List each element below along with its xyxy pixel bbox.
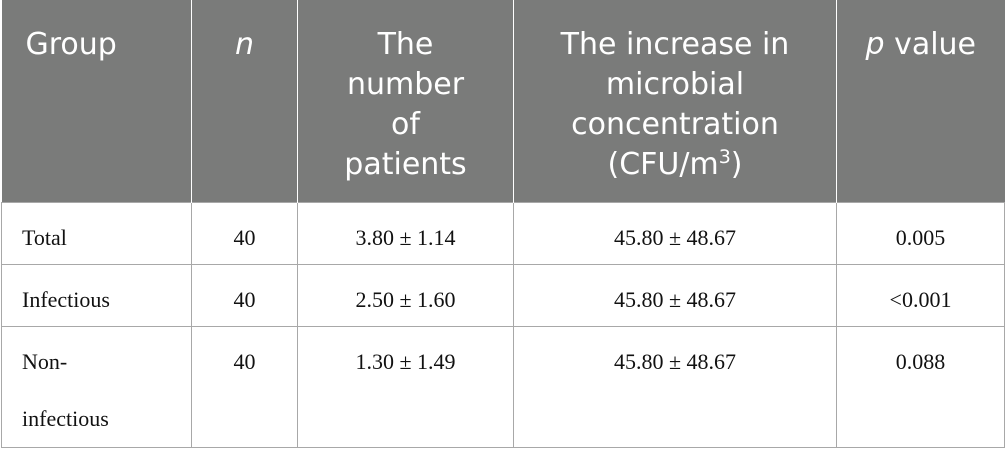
header-increase-line: (CFU/m3) bbox=[514, 145, 836, 185]
cell-n: 40 bbox=[191, 201, 298, 265]
cell-n-text: 40 bbox=[233, 286, 256, 312]
header-unit-base: (CFU/m bbox=[607, 147, 719, 182]
header-patients-line: of bbox=[391, 107, 420, 142]
cell-patients-text: 1.30 ± 1.49 bbox=[355, 348, 456, 374]
cell-increase: 45.80 ± 48.67 bbox=[513, 263, 837, 327]
header-p-rest: value bbox=[884, 27, 977, 62]
header-group-label: Group bbox=[25, 27, 117, 62]
cell-p: <0.001 bbox=[836, 263, 1005, 327]
header-group: Group bbox=[1, 0, 192, 202]
header-patients-line: The bbox=[377, 27, 434, 62]
cell-patients: 2.50 ± 1.60 bbox=[297, 263, 514, 327]
table-row: Non-infectious 40 1.30 ± 1.49 45.80 ± 48… bbox=[1, 325, 1005, 448]
header-patients: The number of patients bbox=[297, 0, 514, 202]
table-header: Group n The number of patients The incre… bbox=[1, 0, 1005, 202]
header-increase-label: The increase in microbial concentration … bbox=[514, 0, 836, 185]
header-p-value-label: p value bbox=[837, 0, 1005, 65]
cell-patients-text: 3.80 ± 1.14 bbox=[355, 224, 456, 250]
cell-group-text: Total bbox=[22, 224, 67, 250]
cell-increase-text: 45.80 ± 48.67 bbox=[613, 224, 737, 250]
header-n-label: n bbox=[234, 27, 254, 62]
cell-group: Non-infectious bbox=[1, 325, 192, 448]
cell-patients-text: 2.50 ± 1.60 bbox=[355, 286, 456, 312]
cell-group-line: Non- bbox=[22, 348, 68, 374]
header-increase-line: microbial bbox=[605, 67, 745, 102]
cell-group-line: infectious bbox=[22, 405, 109, 431]
cell-n-text: 40 bbox=[233, 348, 256, 374]
cell-group: Total bbox=[1, 201, 192, 265]
cell-increase-text: 45.80 ± 48.67 bbox=[613, 348, 737, 374]
cell-increase: 45.80 ± 48.67 bbox=[513, 325, 837, 448]
cell-n: 40 bbox=[191, 325, 298, 448]
table-body: Total 40 3.80 ± 1.14 45.80 ± 48.67 0.005… bbox=[1, 201, 1005, 448]
cell-patients: 3.80 ± 1.14 bbox=[297, 201, 514, 265]
header-p-italic: p bbox=[865, 27, 885, 62]
cell-increase-text: 45.80 ± 48.67 bbox=[613, 286, 737, 312]
header-patients-line: number bbox=[346, 67, 465, 102]
cell-p: 0.088 bbox=[836, 325, 1005, 448]
cell-p: 0.005 bbox=[836, 201, 1005, 265]
cell-n-text: 40 bbox=[233, 224, 256, 250]
cell-group: Infectious bbox=[1, 263, 192, 327]
header-row: Group n The number of patients The incre… bbox=[1, 0, 1005, 202]
header-patients-line: patients bbox=[344, 147, 467, 182]
header-increase-line: The increase in bbox=[560, 27, 790, 62]
cell-p-text: 0.088 bbox=[895, 348, 946, 374]
header-p-value: p value bbox=[836, 0, 1005, 202]
cell-p-text: 0.005 bbox=[895, 224, 946, 250]
cell-p-text: <0.001 bbox=[889, 286, 952, 312]
header-increase-line: concentration bbox=[571, 107, 779, 142]
table-row: Infectious 40 2.50 ± 1.60 45.80 ± 48.67 … bbox=[1, 263, 1005, 327]
header-unit-close: ) bbox=[730, 147, 743, 182]
header-patients-label: The number of patients bbox=[298, 0, 513, 185]
table-row: Total 40 3.80 ± 1.14 45.80 ± 48.67 0.005 bbox=[1, 201, 1005, 265]
header-unit-superscript: 3 bbox=[718, 146, 731, 168]
cell-group-text: Infectious bbox=[22, 286, 110, 312]
cell-n: 40 bbox=[191, 263, 298, 327]
cell-increase: 45.80 ± 48.67 bbox=[513, 201, 837, 265]
header-n: n bbox=[191, 0, 298, 202]
cell-group-text: Non-infectious bbox=[2, 327, 191, 447]
header-increase: The increase in microbial concentration … bbox=[513, 0, 837, 202]
cell-patients: 1.30 ± 1.49 bbox=[297, 325, 514, 448]
